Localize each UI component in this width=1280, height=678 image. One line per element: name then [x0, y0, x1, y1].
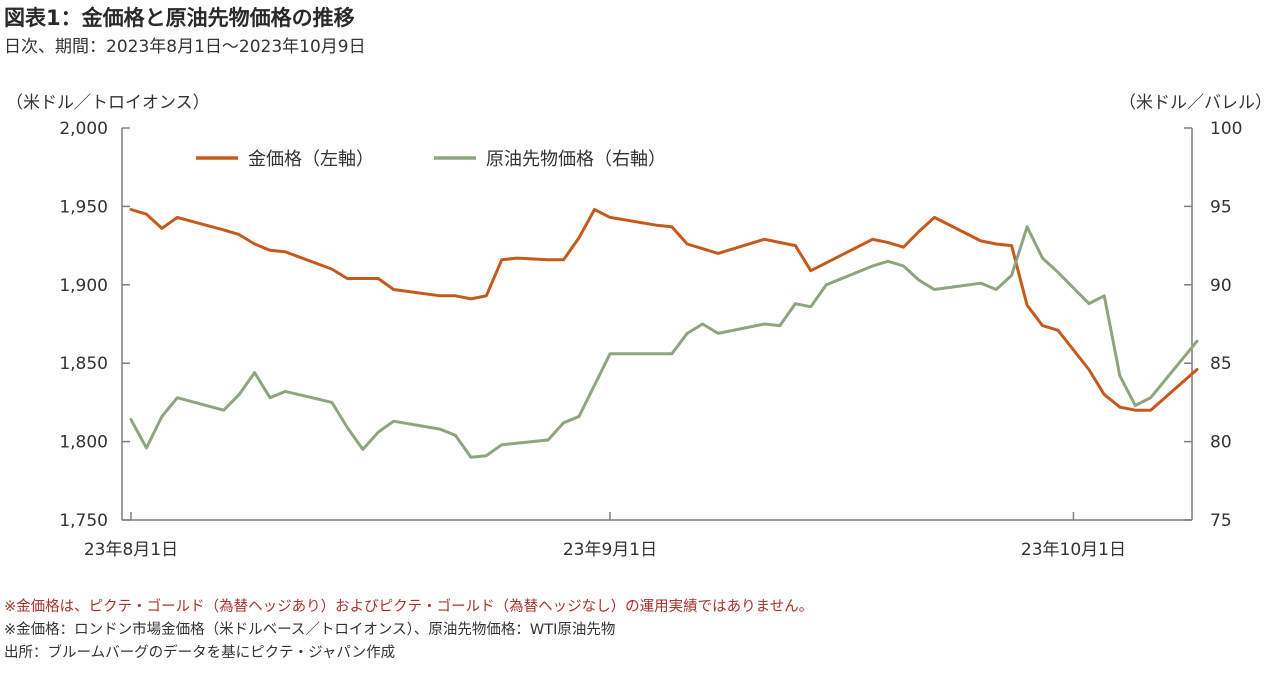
y-left-tick-label: 1,950	[59, 197, 108, 217]
gold-price-line	[129, 208, 1199, 412]
y-left-tick-label: 1,900	[59, 276, 108, 296]
y-left-tick-label: 1,750	[59, 511, 108, 531]
x-tick-label: 23年9月1日	[563, 540, 657, 560]
legend-gold-label: 金価格（左軸）	[248, 149, 374, 170]
y-left-tick-label: 1,850	[59, 354, 108, 374]
oil-futures-line	[129, 225, 1199, 459]
y-right-tick-label: 75	[1210, 511, 1232, 531]
right-axis-unit: （米ドル／バレル）	[1119, 93, 1272, 113]
y-right-tick-label: 95	[1210, 197, 1232, 217]
footnotes: ※金価格は、ピクテ・ゴールド（為替ヘッジあり）およびピクテ・ゴールド（為替ヘッジ…	[4, 596, 813, 665]
x-tick-label: 23年10月1日	[1021, 540, 1126, 560]
chart-subtitle: 日次、期間：2023年8月1日～2023年10月9日	[4, 37, 366, 57]
y-right-tick-label: 100	[1210, 119, 1242, 139]
left-axis-unit: （米ドル／トロイオンス）	[6, 93, 210, 113]
source-note: 出所：ブルームバーグのデータを基にピクテ・ジャパン作成	[4, 645, 396, 661]
y-right-tick-label: 80	[1210, 433, 1232, 453]
y-right-tick-label: 85	[1210, 354, 1232, 374]
legend-oil-label: 原油先物価格（右軸）	[486, 149, 666, 170]
definition-note: ※金価格：ロンドン市場金価格（米ドルベース／トロイオンス）、原油先物価格：WTI…	[4, 622, 616, 638]
y-left-tick-label: 1,800	[59, 433, 108, 453]
x-tick-label: 23年8月1日	[84, 540, 178, 560]
y-left-tick-label: 2,000	[59, 119, 108, 139]
chart-title: 図表1：金価格と原油先物価格の推移	[4, 6, 355, 30]
line-chart: 1,750 1,800 1,850 1,900 1,950 2,000 75 80 85 90 95…	[59, 119, 1242, 560]
y-right-tick-label: 90	[1210, 276, 1232, 296]
disclaimer-note: ※金価格は、ピクテ・ゴールド（為替ヘッジあり）およびピクテ・ゴールド（為替ヘッジ…	[4, 599, 814, 615]
